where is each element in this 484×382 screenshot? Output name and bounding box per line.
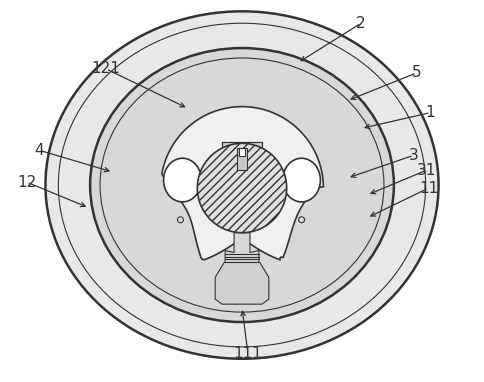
Polygon shape	[215, 262, 268, 304]
Ellipse shape	[45, 11, 438, 359]
Polygon shape	[225, 233, 258, 262]
Polygon shape	[222, 142, 261, 164]
Circle shape	[197, 143, 286, 233]
Text: 1: 1	[425, 105, 435, 120]
Text: 121: 121	[91, 62, 120, 76]
Text: 31: 31	[416, 163, 436, 178]
Bar	[239, 148, 244, 156]
Text: 2: 2	[356, 16, 365, 31]
Ellipse shape	[282, 158, 320, 202]
Ellipse shape	[90, 48, 393, 322]
Text: 5: 5	[411, 65, 421, 80]
Text: 11: 11	[418, 181, 438, 196]
Text: 4: 4	[34, 143, 44, 158]
Polygon shape	[162, 107, 323, 260]
Text: 12: 12	[17, 175, 36, 189]
Circle shape	[197, 143, 286, 233]
Text: 3: 3	[408, 148, 418, 163]
Bar	[237, 148, 246, 170]
Text: 111: 111	[233, 346, 262, 361]
Ellipse shape	[163, 158, 201, 202]
